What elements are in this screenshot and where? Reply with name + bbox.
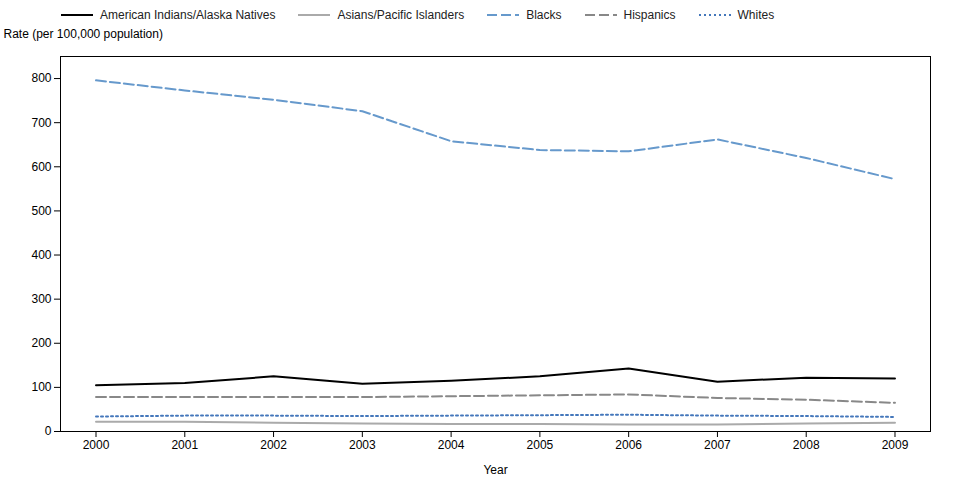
html-text:Whites: Whites [737,8,775,22]
svg-text:2006: 2006 [615,438,642,452]
svg-text:2007: 2007 [704,438,731,452]
html-text:American Indians/Alaska Native: American Indians/Alaska Natives [100,8,276,22]
html-text:Hispanics: Hispanics [623,8,676,22]
svg-text:2001: 2001 [171,438,198,452]
svg-text:800: 800 [31,71,51,85]
svg-text:600: 600 [31,160,51,174]
svg-text:2008: 2008 [793,438,820,452]
svg-text:300: 300 [31,292,51,306]
svg-text:400: 400 [31,248,51,262]
svg-text:200: 200 [31,336,51,350]
svg-text:2009: 2009 [882,438,909,452]
html-text:Blacks: Blacks [526,8,562,22]
svg-text:2000: 2000 [83,438,110,452]
svg-text:2002: 2002 [260,438,287,452]
svg-text:Year: Year [483,463,507,477]
svg-text:500: 500 [31,204,51,218]
svg-text:2003: 2003 [349,438,376,452]
svg-text:700: 700 [31,116,51,130]
svg-text:Rate (per 100,000 population): Rate (per 100,000 population) [4,27,163,41]
svg-text:100: 100 [31,380,51,394]
html-text:Asians/Pacific Islanders: Asians/Pacific Islanders [337,8,465,22]
svg-text:2004: 2004 [438,438,465,452]
svg-text:0: 0 [45,424,52,438]
svg-text:2005: 2005 [527,438,554,452]
